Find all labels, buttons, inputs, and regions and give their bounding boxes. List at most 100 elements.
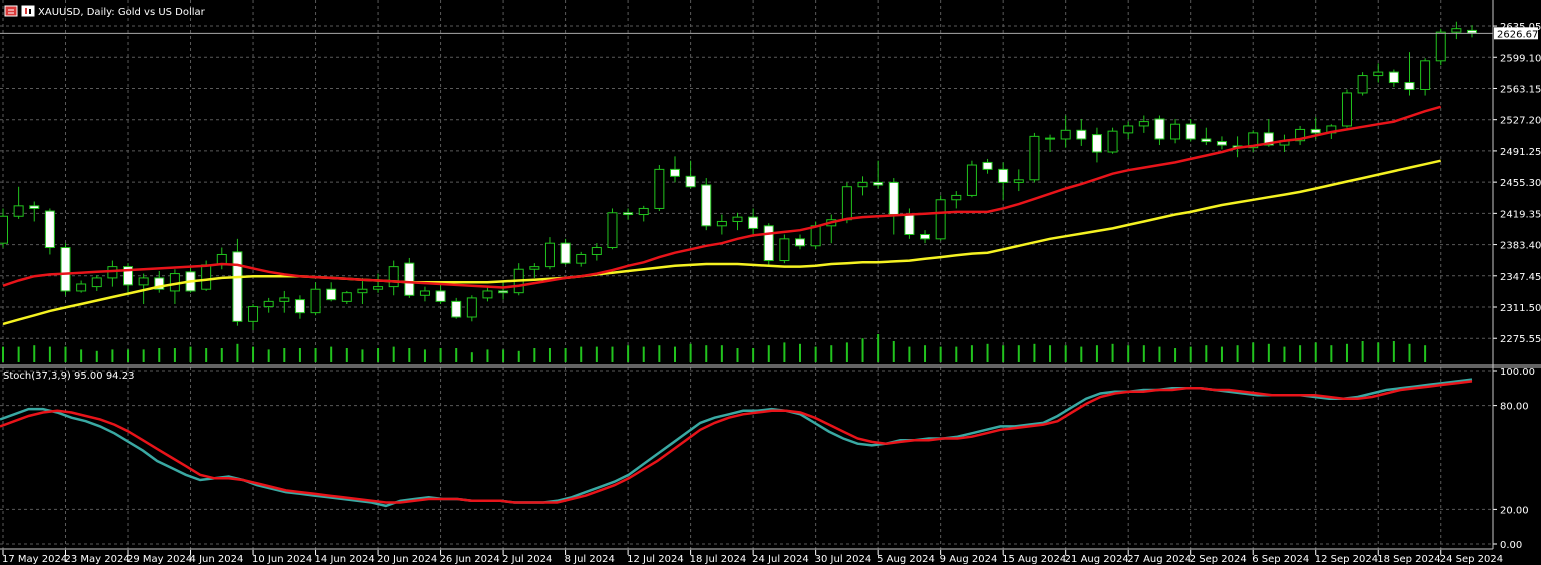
candle-body bbox=[310, 288, 321, 314]
chart-window-icon[interactable] bbox=[4, 5, 18, 17]
candlesticks bbox=[0, 21, 1477, 331]
candle-body bbox=[29, 205, 40, 209]
candle-body bbox=[529, 266, 540, 270]
x-tick-label: 20 Jun 2024 bbox=[377, 554, 437, 565]
candle-body bbox=[795, 238, 806, 247]
candle-body bbox=[0, 215, 8, 244]
candle-body bbox=[357, 288, 368, 294]
x-tick-label: 9 Aug 2024 bbox=[940, 554, 998, 565]
grid bbox=[0, 0, 1493, 552]
candle-body bbox=[1138, 121, 1149, 127]
y-tick-label: 2383.40 bbox=[1500, 241, 1541, 252]
candle-body bbox=[623, 212, 634, 216]
y-tick-label: 2455.30 bbox=[1500, 178, 1541, 189]
candle-body bbox=[1201, 138, 1212, 143]
candle-body bbox=[232, 251, 243, 322]
candle-body bbox=[1060, 129, 1071, 140]
candle-body bbox=[498, 290, 509, 294]
candle-body bbox=[685, 175, 696, 188]
y-tick-label: 0.00 bbox=[1500, 540, 1522, 551]
x-tick-label: 14 Jun 2024 bbox=[315, 554, 375, 565]
candle-body bbox=[732, 216, 743, 222]
x-tick-label: 18 Jul 2024 bbox=[690, 554, 747, 565]
candle-body bbox=[1341, 92, 1352, 127]
candle-body bbox=[841, 186, 852, 221]
x-tick-label: 27 Aug 2024 bbox=[1127, 554, 1191, 565]
x-tick-label: 10 Jun 2024 bbox=[252, 554, 312, 565]
candle-body bbox=[138, 277, 149, 286]
candle-body bbox=[76, 283, 87, 292]
y-tick-label: 2275.55 bbox=[1500, 334, 1541, 345]
x-tick-label: 30 Jul 2024 bbox=[815, 554, 872, 565]
candle-body bbox=[1076, 129, 1087, 140]
candle-body bbox=[154, 277, 165, 290]
y-tick-label: 100.00 bbox=[1500, 367, 1535, 378]
candle-body bbox=[1107, 130, 1118, 153]
x-tick-label: 24 Jul 2024 bbox=[752, 554, 809, 565]
y-tick-label: 2311.50 bbox=[1500, 303, 1541, 314]
candle-body bbox=[404, 262, 415, 296]
candle-body bbox=[998, 168, 1009, 183]
moving-average-fast bbox=[2, 105, 1442, 289]
candle-body bbox=[1123, 125, 1134, 134]
x-tick-label: 12 Sep 2024 bbox=[1315, 554, 1378, 565]
candle-body bbox=[1295, 128, 1306, 142]
candle-body bbox=[373, 286, 384, 290]
volume-bars bbox=[2, 334, 1427, 362]
y-tick-label: 20.00 bbox=[1500, 505, 1529, 516]
candle-body bbox=[1091, 134, 1102, 153]
candle-body bbox=[966, 164, 977, 196]
x-tick-label: 12 Jul 2024 bbox=[627, 554, 684, 565]
y-tick-label: 2347.45 bbox=[1500, 272, 1541, 283]
stoch-signal-line bbox=[0, 380, 1473, 504]
candle-body bbox=[419, 290, 430, 296]
stoch-title: Stoch(37,3,9) 95.00 94.23 bbox=[3, 371, 134, 382]
x-tick-label: 21 Aug 2024 bbox=[1065, 554, 1129, 565]
y-tick-label: 2491.25 bbox=[1500, 147, 1541, 158]
candle-body bbox=[294, 299, 305, 314]
moving-averages bbox=[2, 105, 1442, 326]
x-tick-label: 15 Aug 2024 bbox=[1002, 554, 1066, 565]
candle-body bbox=[279, 297, 290, 302]
candle-body bbox=[1451, 28, 1462, 33]
candle-body bbox=[576, 253, 587, 264]
candle-body bbox=[44, 210, 55, 249]
candle-body bbox=[701, 184, 712, 227]
candle-body bbox=[560, 242, 571, 264]
candle-body bbox=[1185, 123, 1196, 140]
stoch-main-line bbox=[0, 378, 1473, 508]
candle-body bbox=[654, 168, 665, 209]
x-tick-label: 2 Sep 2024 bbox=[1190, 554, 1247, 565]
candle-body bbox=[326, 288, 337, 301]
candle-body bbox=[1154, 118, 1165, 140]
y-tick-label: 2599.10 bbox=[1500, 53, 1541, 64]
candle-body bbox=[341, 292, 352, 302]
candle-body bbox=[1013, 179, 1024, 183]
candle-body bbox=[638, 207, 649, 216]
chart-title: XAUUSD, Daily: Gold vs US Dollar bbox=[38, 7, 206, 18]
x-tick-label: 18 Sep 2024 bbox=[1377, 554, 1440, 565]
candle-body bbox=[201, 264, 212, 290]
candle-body bbox=[248, 306, 259, 322]
x-tick-label: 26 Jun 2024 bbox=[440, 554, 500, 565]
candle-body bbox=[1435, 31, 1446, 62]
candle-body bbox=[123, 266, 134, 286]
candle-body bbox=[591, 247, 602, 255]
stochastic-oscillator: Stoch(37,3,9) 95.00 94.23 bbox=[0, 371, 1473, 508]
candle-body bbox=[263, 300, 274, 308]
candle-body bbox=[888, 181, 899, 216]
x-tick-label: 17 May 2024 bbox=[2, 554, 67, 565]
candle-body bbox=[763, 225, 774, 262]
candle-body bbox=[982, 161, 993, 170]
candle-body bbox=[544, 242, 555, 268]
x-tick-label: 4 Jun 2024 bbox=[190, 554, 244, 565]
candle-body bbox=[1248, 132, 1259, 149]
moving-average-slow bbox=[2, 159, 1441, 326]
candle-body bbox=[951, 194, 962, 201]
x-tick-label: 8 Jul 2024 bbox=[565, 554, 615, 565]
candlestick-icon[interactable] bbox=[21, 5, 35, 17]
candle-body bbox=[1029, 135, 1040, 181]
candle-body bbox=[451, 300, 462, 318]
